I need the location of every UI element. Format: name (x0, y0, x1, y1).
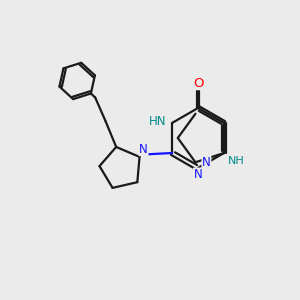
Text: N: N (139, 142, 148, 156)
Text: NH: NH (228, 156, 244, 167)
Text: HN: HN (149, 115, 166, 128)
Text: O: O (193, 76, 203, 90)
Text: N: N (194, 168, 202, 181)
Text: N: N (202, 156, 211, 169)
